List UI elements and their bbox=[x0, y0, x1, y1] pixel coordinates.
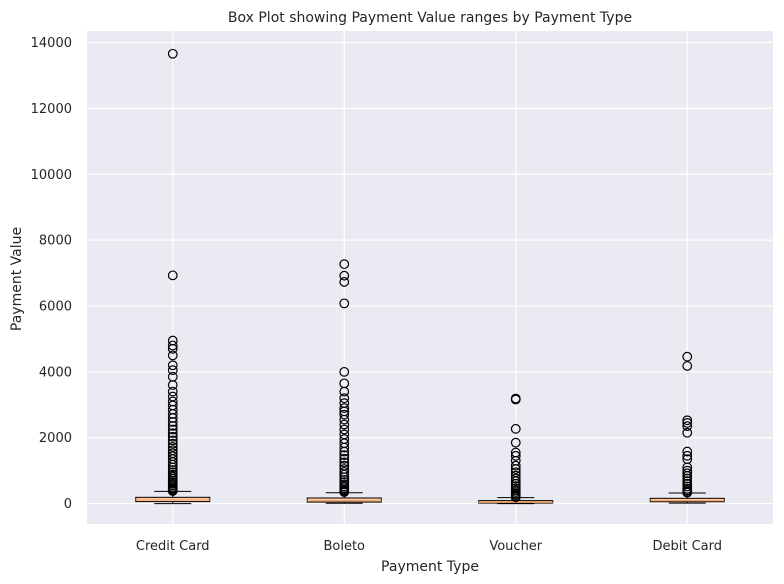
y-tick-label: 10000 bbox=[31, 168, 72, 183]
outlier-point bbox=[682, 450, 693, 461]
outlier-point bbox=[682, 476, 693, 487]
outlier-point bbox=[167, 438, 178, 449]
outlier-point bbox=[510, 473, 521, 484]
y-axis-label: Payment Value bbox=[9, 227, 25, 331]
outlier-point bbox=[682, 361, 693, 371]
outlier-point bbox=[167, 424, 178, 435]
outlier-point bbox=[682, 481, 693, 492]
box-debit-card bbox=[649, 492, 725, 504]
plot-background bbox=[87, 31, 773, 524]
x-tick-label: Voucher bbox=[489, 539, 542, 554]
outlier-point bbox=[167, 420, 178, 431]
outlier-point bbox=[682, 468, 693, 479]
outlier-point bbox=[167, 371, 178, 382]
outlier-point bbox=[339, 429, 350, 440]
y-tick-label: 0 bbox=[64, 497, 72, 512]
outlier-point bbox=[167, 350, 178, 361]
outlier-point bbox=[682, 415, 693, 426]
outlier-point bbox=[682, 417, 693, 428]
y-tick-label: 12000 bbox=[31, 102, 72, 117]
outlier-point bbox=[510, 437, 521, 448]
y-tick-label: 6000 bbox=[39, 299, 72, 314]
outlier-point bbox=[167, 365, 178, 376]
outlier-point bbox=[339, 474, 350, 485]
outlier-point bbox=[682, 473, 693, 484]
y-tick-label: 4000 bbox=[39, 365, 72, 380]
x-tick-label: Debit Card bbox=[652, 539, 722, 554]
outlier-point bbox=[339, 457, 350, 468]
outlier-point bbox=[339, 403, 350, 413]
outlier-point bbox=[339, 460, 350, 471]
outlier-point bbox=[339, 467, 350, 477]
x-tick-labels: Credit Card Boleto Voucher Debit Card bbox=[136, 539, 722, 554]
outlier-point bbox=[682, 351, 693, 362]
outlier-point bbox=[510, 450, 521, 461]
outlier-point bbox=[339, 393, 350, 404]
outlier-point bbox=[510, 447, 521, 458]
outlier-point bbox=[167, 435, 178, 446]
outlier-point bbox=[167, 340, 178, 351]
outlier-point bbox=[510, 467, 521, 478]
outlier-point bbox=[339, 450, 350, 461]
outlier-point bbox=[167, 360, 178, 371]
outlier-point bbox=[339, 419, 350, 430]
outlier-point bbox=[682, 454, 693, 465]
x-tick-label: Credit Card bbox=[136, 539, 210, 554]
outlier-point bbox=[167, 417, 178, 427]
box-boleto bbox=[306, 492, 382, 504]
x-tick-label: Boleto bbox=[323, 539, 365, 554]
outlier-point bbox=[339, 378, 350, 389]
outlier-point bbox=[682, 465, 693, 476]
y-tick-label: 8000 bbox=[39, 234, 72, 249]
outlier-point bbox=[510, 460, 521, 471]
outliers-layer bbox=[167, 48, 693, 503]
outlier-point bbox=[510, 423, 521, 434]
outlier-point bbox=[339, 409, 350, 420]
outlier-point bbox=[167, 465, 178, 475]
outlier-point bbox=[682, 478, 693, 489]
outlier-point bbox=[682, 446, 693, 457]
outlier-point bbox=[167, 396, 178, 407]
outlier-point bbox=[167, 431, 178, 442]
outlier-point bbox=[167, 451, 178, 462]
outlier-point bbox=[339, 398, 350, 409]
outlier-point bbox=[339, 453, 350, 464]
y-tick-label: 2000 bbox=[39, 431, 72, 446]
y-tick-labels: 0 2000 4000 6000 8000 10000 12000 14000 bbox=[31, 36, 72, 512]
outlier-point bbox=[339, 434, 350, 444]
outlier-point bbox=[339, 270, 350, 281]
outlier-point bbox=[339, 259, 350, 270]
outlier-point bbox=[167, 386, 178, 397]
outlier-point bbox=[510, 470, 521, 481]
outlier-point bbox=[339, 277, 350, 287]
y-tick-label: 14000 bbox=[31, 36, 72, 51]
outlier-point bbox=[167, 335, 178, 346]
outlier-point bbox=[167, 448, 178, 459]
outlier-point bbox=[167, 442, 178, 452]
chart-title: Box Plot showing Payment Value ranges by… bbox=[228, 10, 632, 26]
outlier-point bbox=[682, 427, 693, 438]
outlier-point bbox=[167, 428, 178, 439]
outlier-point bbox=[167, 391, 178, 402]
outlier-point bbox=[167, 445, 178, 456]
outlier-point bbox=[682, 421, 693, 432]
outlier-point bbox=[339, 464, 350, 474]
outlier-point bbox=[339, 424, 350, 435]
outlier-point bbox=[510, 393, 521, 404]
grid-lines bbox=[87, 31, 773, 524]
outlier-point bbox=[167, 270, 178, 281]
outlier-point bbox=[339, 298, 350, 309]
outlier-point bbox=[167, 48, 178, 59]
x-axis-label: Payment Type bbox=[381, 559, 479, 575]
outlier-point bbox=[339, 366, 350, 377]
